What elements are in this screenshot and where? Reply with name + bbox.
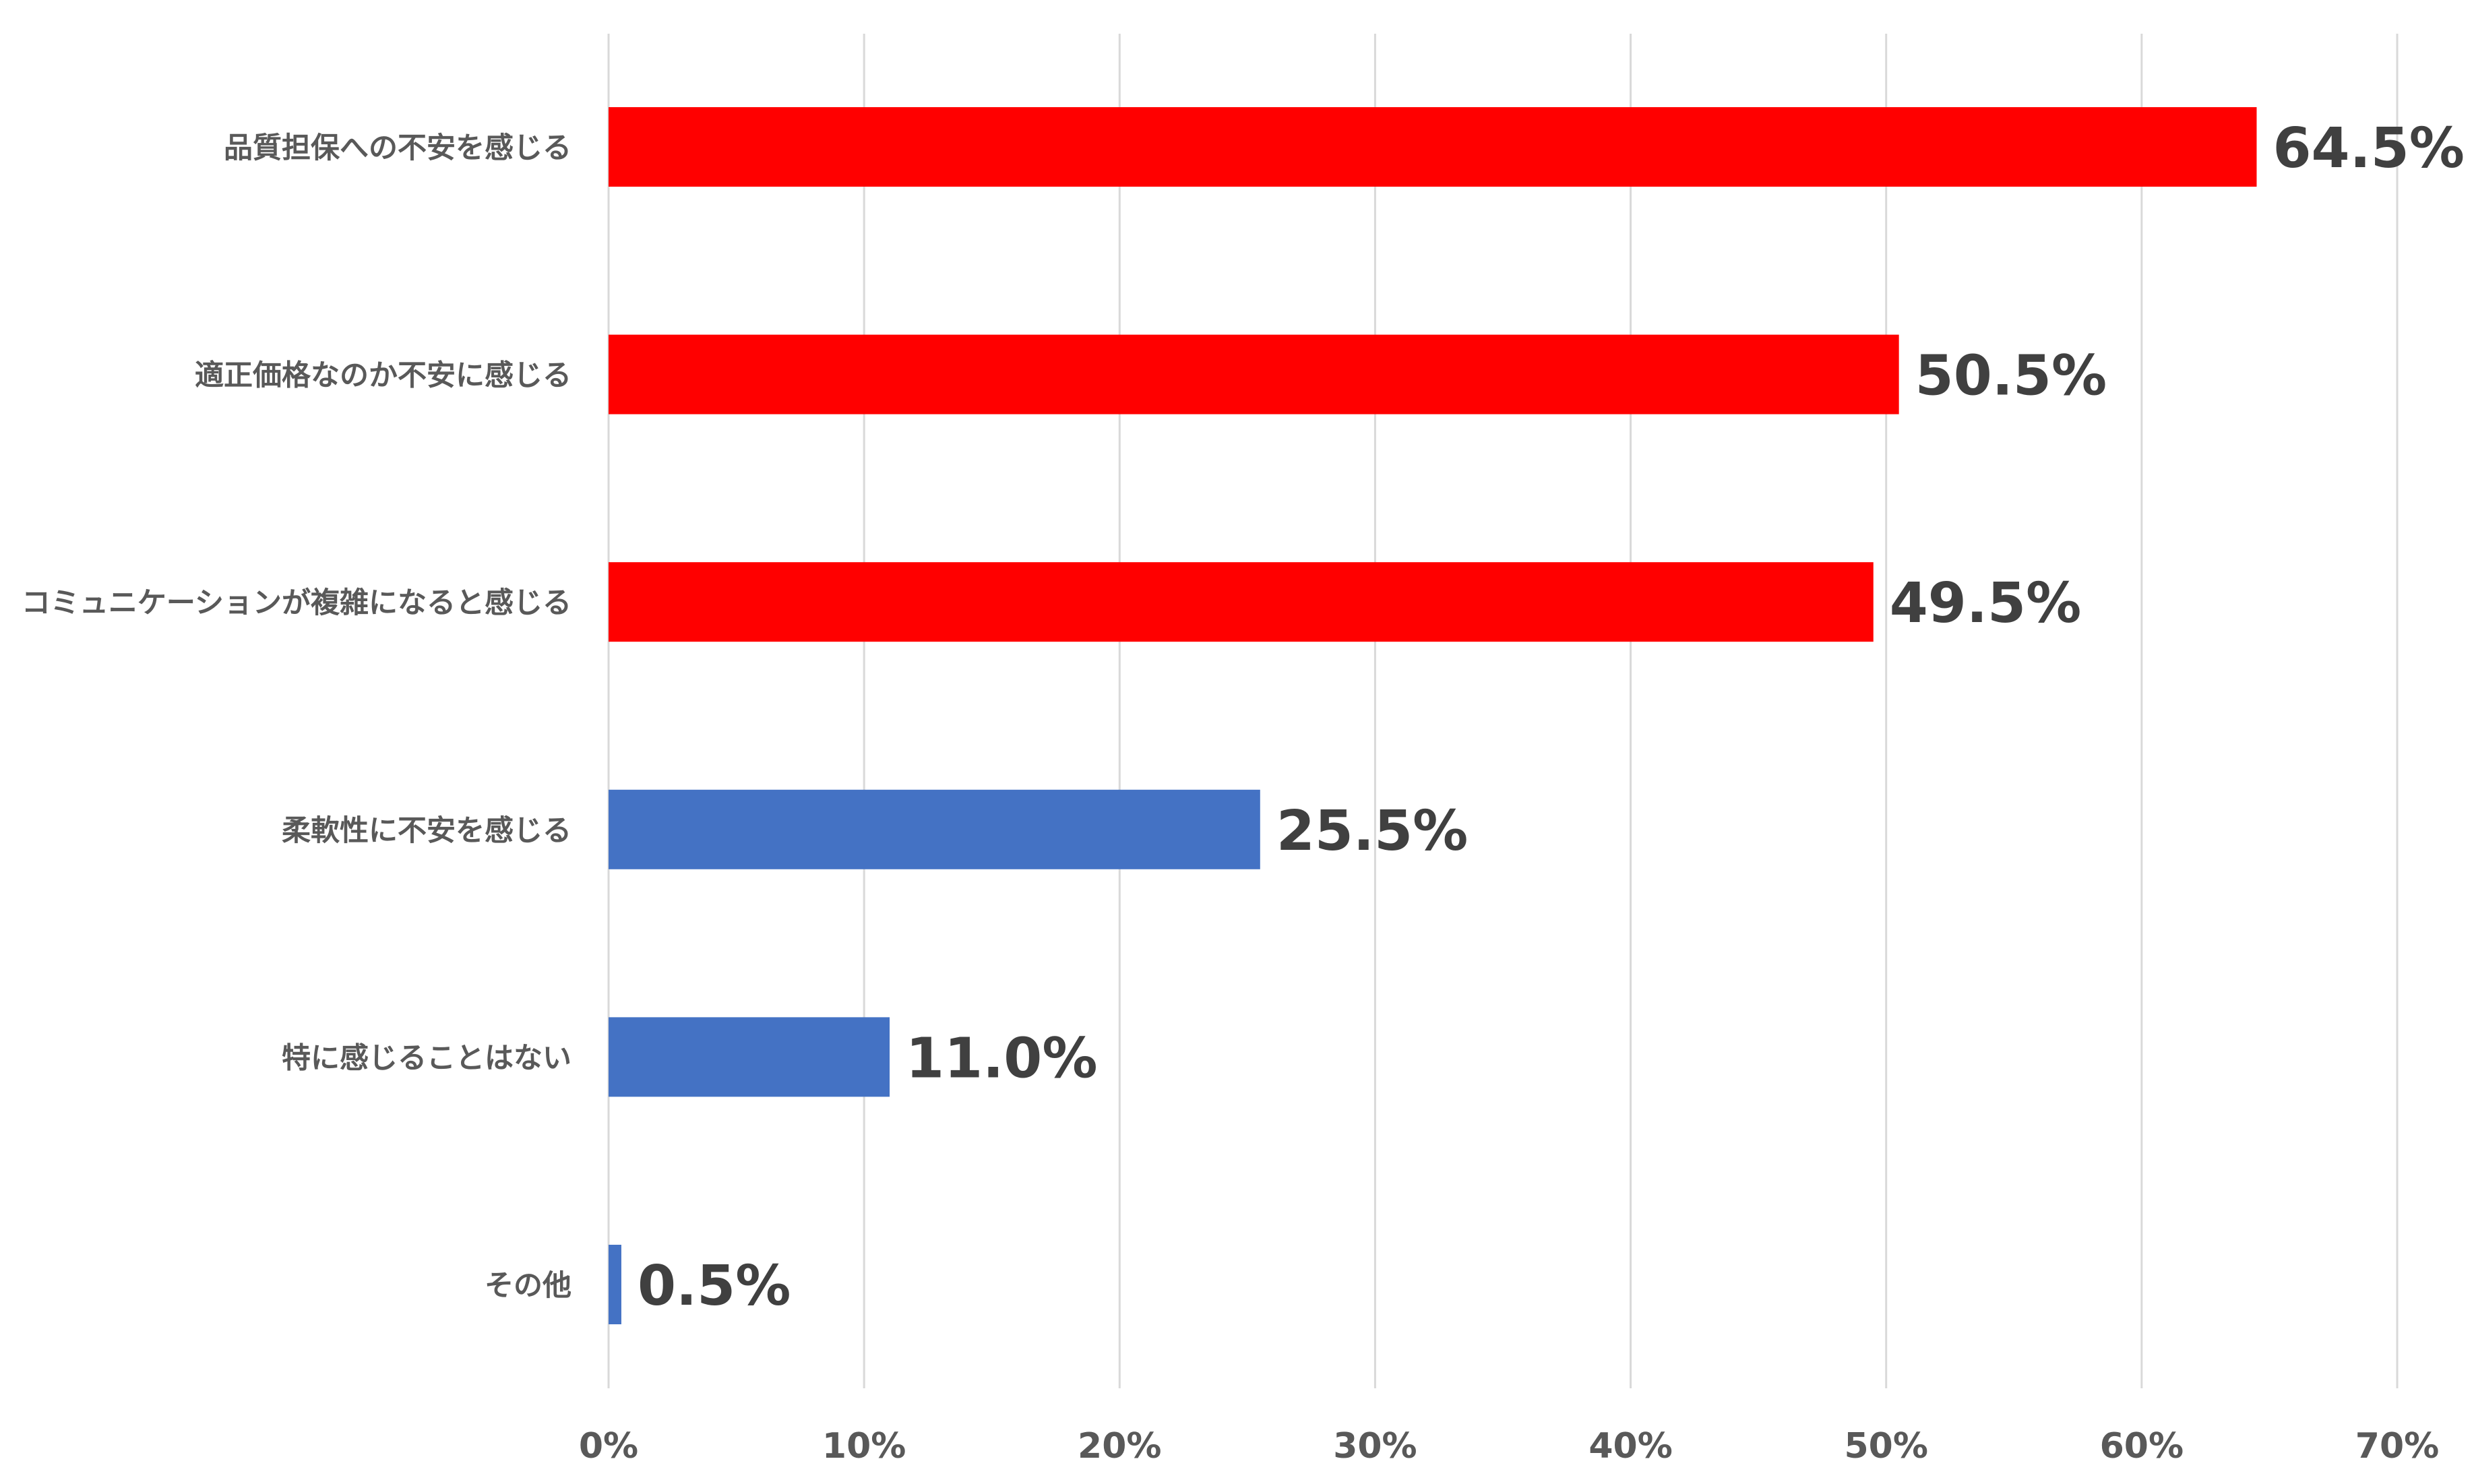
x-tick-label: 10% [822, 1426, 906, 1466]
x-tick-label: 20% [1078, 1426, 1161, 1466]
x-tick-label: 70% [2355, 1426, 2439, 1466]
x-tick-label: 40% [1588, 1426, 1672, 1466]
data-labels: 64.5% 50.5% 49.5% 25.5% 11.0% 0.5% [638, 117, 2465, 1318]
bar [609, 107, 2257, 187]
bars [609, 107, 2257, 1324]
x-tick-label: 50% [1844, 1426, 1927, 1466]
bar-value-label: 11.0% [906, 1026, 1097, 1090]
bar-value-label: 64.5% [2273, 117, 2464, 181]
bar-value-label: 49.5% [1890, 571, 2081, 636]
bar [609, 1017, 890, 1097]
x-tick-label: 30% [1333, 1426, 1417, 1466]
bar [609, 562, 1874, 642]
x-tick-label: 60% [2100, 1426, 2184, 1466]
bar [609, 334, 1899, 414]
bar-value-label: 25.5% [1276, 799, 1468, 863]
bar [609, 789, 1260, 869]
category-label: 品質担保への不安を感じる [224, 131, 571, 165]
category-label: その他 [485, 1269, 571, 1303]
x-axis-tick-labels: 0% 10% 20% 30% 40% 50% 60% 70% [579, 1426, 2439, 1466]
bar-value-label: 0.5% [638, 1254, 791, 1318]
bar [609, 1245, 621, 1324]
category-label: 特に感じることはない [282, 1041, 571, 1075]
gridlines [607, 34, 2399, 1388]
category-label: コミュニケーションが複雑になると感じる [22, 586, 571, 620]
category-label: 柔軟性に不安を感じる [282, 814, 571, 848]
category-label: 適正価格なのか不安に感じる [195, 359, 571, 393]
category-labels: 品質担保への不安を感じる適正価格なのか不安に感じるコミュニケーションが複雑になる… [22, 131, 571, 1303]
x-tick-label: 0% [579, 1426, 638, 1466]
bar-value-label: 50.5% [1915, 344, 2107, 408]
